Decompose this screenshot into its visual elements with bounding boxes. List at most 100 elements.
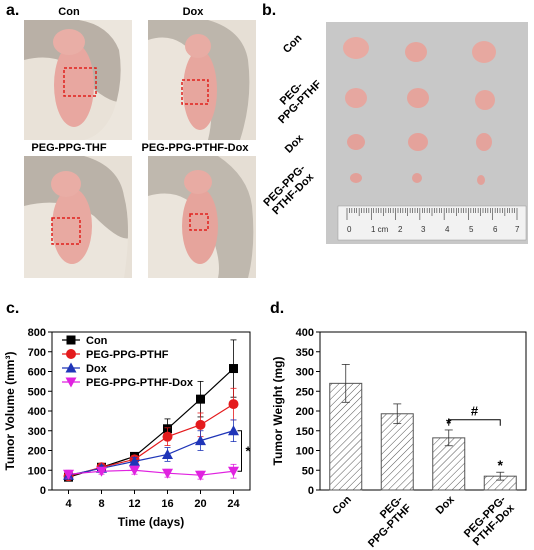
legend-label: Dox (86, 363, 108, 375)
bracket-label: # (471, 404, 479, 419)
data-point (96, 466, 107, 477)
x-tick-label: 16 (161, 498, 173, 510)
y-tick-label: 100 (28, 465, 46, 477)
tumor-con-2 (405, 42, 427, 62)
data-point (162, 468, 173, 479)
series-line (68, 403, 234, 477)
data-point (129, 455, 140, 466)
series-0 (64, 339, 238, 482)
tumor-pegdox-2 (412, 173, 422, 183)
mouse-photo-con (24, 20, 132, 140)
significance-star: * (246, 444, 252, 459)
y-tick-label: 0 (40, 485, 46, 497)
data-point (228, 399, 239, 410)
series-line (68, 430, 234, 476)
x-tick-label: 24 (227, 498, 240, 510)
bar (380, 413, 414, 491)
y-tick-label: 700 (28, 347, 46, 359)
data-point (63, 469, 74, 480)
ruler-label-7: 7 (515, 225, 520, 234)
ruler-label-3: 3 (421, 225, 426, 234)
mouse-photo-peg-ppg-thf (24, 156, 132, 278)
panel-c-letter: c. (6, 300, 20, 317)
tumor-peg-3 (475, 90, 495, 110)
tumor-pegdox-1 (350, 173, 362, 183)
tumor-volume-chart: 0 100 200 300 400 500 600 700 800 4 8 12 16 20 24 Time … (3, 327, 252, 529)
ruler-label-6: 6 (493, 225, 498, 234)
photo-label-con: Con (58, 6, 80, 18)
ruler-label-0: 0 (347, 225, 352, 234)
x-category-label: Dox (434, 493, 458, 517)
data-point (129, 465, 140, 476)
y-tick-label: 800 (28, 327, 46, 339)
bar (432, 437, 466, 491)
tumor-photo (326, 22, 528, 244)
data-point (228, 466, 239, 477)
ruler-label-1cm: 1 cm (371, 225, 389, 234)
x-tick-label: 8 (98, 498, 104, 510)
legend-label: PEG-PPG-PTHF (86, 349, 169, 361)
x-tick-label: 20 (194, 498, 206, 510)
significance-bracket (448, 419, 501, 426)
tumor-pegdox-3 (477, 175, 485, 185)
y-tick-label: 100 (296, 446, 314, 458)
photo-label-dox: Dox (182, 6, 204, 18)
data-point (195, 470, 206, 481)
y-tick-label: 300 (28, 426, 46, 438)
series-3 (63, 463, 239, 481)
y-axis-label: Tumor Volume (mm³) (3, 352, 17, 471)
legend-label: Con (86, 335, 108, 347)
y-tick-label: 300 (296, 367, 314, 379)
tumor-peg-2 (407, 88, 429, 108)
series-line (68, 469, 234, 476)
photo-label-peg-ppg-thf: PEG-PPG-THF (31, 142, 107, 154)
data-point (162, 448, 173, 459)
ruler-label-4: 4 (445, 225, 450, 234)
y-tick-label: 500 (28, 386, 46, 398)
y-tick-label: 350 (296, 347, 314, 359)
significance-star: * (498, 457, 504, 473)
y-tick-label: 400 (296, 327, 314, 339)
tumor-con-3 (472, 41, 496, 63)
tumor-con-1 (343, 37, 369, 59)
y-tick-label: 0 (308, 485, 314, 497)
x-category-label: Con (330, 493, 354, 517)
significance-bracket (237, 430, 242, 472)
data-point (162, 431, 173, 442)
y-tick-label: 600 (28, 367, 46, 379)
data-point (229, 364, 238, 374)
y-tick-label: 200 (28, 446, 46, 458)
tumor-dox-2 (408, 133, 428, 151)
x-axis-label: Time (days) (118, 515, 184, 529)
legend-label: PEG-PPG-PTHF-Dox (86, 377, 194, 389)
tumor-dox-1 (347, 134, 365, 150)
mouse-photo-dox (148, 20, 256, 140)
mouse-photo-peg-ppg-pthf-dox (148, 156, 256, 278)
legend-marker (65, 377, 77, 388)
y-tick-label: 250 (296, 386, 314, 398)
x-category-label: PEG-PPG-PTHF-Dox (462, 493, 518, 549)
legend-marker (65, 362, 77, 373)
y-axis-label: Tumor Weight (mg) (271, 357, 285, 466)
photo-label-peg-ppg-pthf-dox: PEG-PPG-PTHF-Dox (141, 142, 249, 154)
x-tick-label: 4 (65, 498, 72, 510)
panel-d-letter: d. (270, 300, 285, 317)
data-point (195, 419, 206, 430)
tumor-dox-3 (476, 133, 492, 151)
legend-marker (66, 349, 76, 359)
data-point (228, 425, 239, 436)
panel-b-letter: b. (262, 2, 277, 19)
x-category-label: PEG-PPG-PTHF (358, 493, 415, 550)
series-1 (63, 387, 239, 482)
tumor-peg-1 (345, 88, 367, 108)
series-2 (63, 419, 239, 480)
panel-a-letter: a. (6, 2, 20, 19)
data-point (196, 394, 205, 404)
tumor-weight-chart: 0 50 100 150 200 250 300 350 400 Tumor Weight (mg… (271, 327, 527, 550)
x-tick-label: 12 (128, 498, 140, 510)
ruler-label-5: 5 (469, 225, 474, 234)
y-tick-label: 400 (28, 406, 46, 418)
y-tick-label: 50 (302, 465, 314, 477)
y-tick-label: 150 (296, 426, 314, 438)
data-point (195, 435, 206, 446)
